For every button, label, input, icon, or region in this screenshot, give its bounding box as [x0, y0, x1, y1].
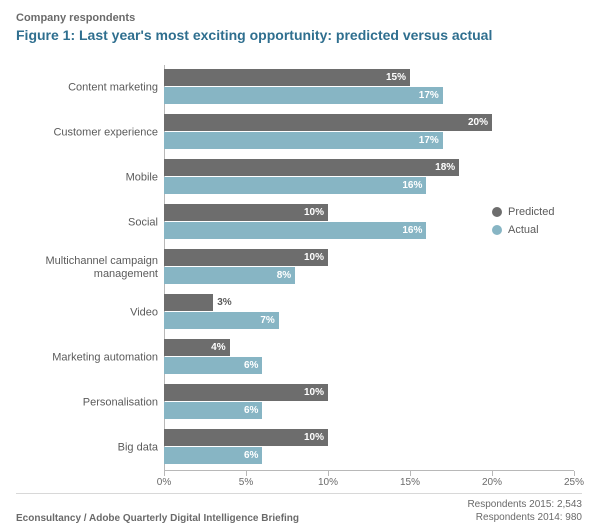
category-label: Mobile [24, 171, 158, 184]
x-tick-label: 0% [157, 477, 171, 488]
bar-value-label: 20% [468, 114, 488, 131]
bar-value-label: 6% [244, 402, 258, 419]
bar-actual: 17% [164, 132, 443, 149]
x-tick-label: 5% [239, 477, 253, 488]
bar-value-label: 6% [244, 447, 258, 464]
bar-actual: 8% [164, 267, 295, 284]
legend-swatch [492, 207, 502, 217]
bar-actual: 6% [164, 447, 262, 464]
category-label: Multichannel campaign management [24, 254, 158, 280]
bar-value-label: 10% [304, 204, 324, 221]
bar-value-label: 7% [260, 312, 274, 329]
x-tick [246, 471, 247, 476]
bar-value-label: 10% [304, 429, 324, 446]
bar-actual: 16% [164, 222, 426, 239]
legend-label: Predicted [508, 204, 554, 220]
bar-value-label: 16% [402, 222, 422, 239]
category-label: Content marketing [24, 81, 158, 94]
bar-value-label: 17% [419, 87, 439, 104]
legend: Predicted Actual [492, 204, 554, 240]
category-label: Customer experience [24, 126, 158, 139]
x-axis: 0%5%10%15%20%25% [164, 470, 574, 471]
chart-row: Marketing automation4%6% [164, 335, 574, 380]
bar-predicted: 10% [164, 204, 328, 221]
bar-value-label: 15% [386, 69, 406, 86]
chart-row: Customer experience20%17% [164, 110, 574, 155]
bar-value-label: 3% [217, 294, 231, 311]
bar-value-label: 16% [402, 177, 422, 194]
category-label: Big data [24, 441, 158, 454]
bar-predicted: 10% [164, 384, 328, 401]
footer-note-2: Respondents 2014: 980 [467, 511, 582, 524]
footer-note-1: Respondents 2015: 2,543 [467, 498, 582, 511]
bar-value-label: 4% [211, 339, 225, 356]
bar-actual: 6% [164, 402, 262, 419]
bar-actual: 7% [164, 312, 279, 329]
category-label: Video [24, 306, 158, 319]
bar-value-label: 10% [304, 249, 324, 266]
category-label: Marketing automation [24, 351, 158, 364]
x-tick [410, 471, 411, 476]
chart-supertitle: Company respondents [16, 12, 582, 24]
x-tick-label: 20% [482, 477, 502, 488]
x-tick-label: 15% [400, 477, 420, 488]
footer-source: Econsultancy / Adobe Quarterly Digital I… [16, 513, 299, 524]
plot-region: Content marketing15%17%Customer experien… [164, 65, 574, 470]
bar-predicted: 10% [164, 429, 328, 446]
chart-row: Personalisation10%6% [164, 380, 574, 425]
bar-predicted: 18% [164, 159, 459, 176]
bar-actual: 6% [164, 357, 262, 374]
category-label: Social [24, 216, 158, 229]
x-tick [574, 471, 575, 476]
bar-actual: 16% [164, 177, 426, 194]
chart-row: Content marketing15%17% [164, 65, 574, 110]
legend-swatch [492, 225, 502, 235]
legend-item: Predicted [492, 204, 554, 220]
bar-predicted: 10% [164, 249, 328, 266]
legend-label: Actual [508, 222, 539, 238]
chart-footer: Econsultancy / Adobe Quarterly Digital I… [16, 493, 582, 524]
chart-row: Video3%7% [164, 290, 574, 335]
category-label: Personalisation [24, 396, 158, 409]
bar-value-label: 8% [277, 267, 291, 284]
chart-row: Mobile18%16% [164, 155, 574, 200]
bar-predicted: 15% [164, 69, 410, 86]
bar-actual: 17% [164, 87, 443, 104]
chart-area: Content marketing 15% 17% Customer experien… [24, 65, 574, 470]
bar-value-label: 6% [244, 357, 258, 374]
chart-title: Figure 1: Last year's most exciting oppo… [16, 27, 582, 43]
x-tick [492, 471, 493, 476]
bar-predicted: 3% [164, 294, 213, 311]
bar-value-label: 17% [419, 132, 439, 149]
chart-row: Multichannel campaign management10%8% [164, 245, 574, 290]
x-tick [164, 471, 165, 476]
x-tick-label: 25% [564, 477, 584, 488]
bar-predicted: 20% [164, 114, 492, 131]
x-tick-label: 10% [318, 477, 338, 488]
x-tick [328, 471, 329, 476]
bar-value-label: 10% [304, 384, 324, 401]
chart-row: Big data10%6% [164, 425, 574, 470]
bar-predicted: 4% [164, 339, 230, 356]
legend-item: Actual [492, 222, 554, 238]
bar-value-label: 18% [435, 159, 455, 176]
